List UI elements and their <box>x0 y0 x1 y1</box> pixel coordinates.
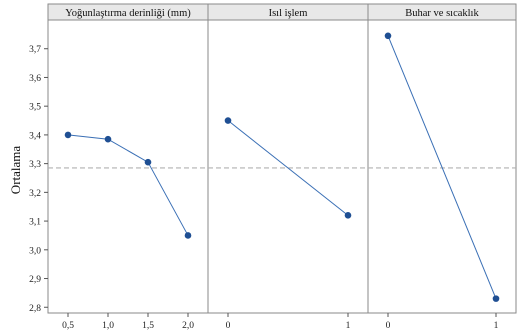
data-point <box>104 135 112 143</box>
chart-panels: Yoğunlaştırma derinliği (mm) 0,5 1,0 1,5 2,0… <box>62 8 500 331</box>
y-tick-label: 3,4 <box>29 131 41 141</box>
panel-title: Buhar ve sıcaklık <box>405 8 479 19</box>
series-line <box>67 134 189 236</box>
data-point <box>492 295 500 302</box>
panel-title: Yoğunlaştırma derinliği (mm) <box>65 8 191 19</box>
y-tick-label: 3,6 <box>29 74 41 84</box>
series-line <box>387 35 497 299</box>
y-tick-label: 2,8 <box>29 304 41 314</box>
panel-3: Buhar ve sıcaklık 0 1 <box>384 8 500 331</box>
y-tick-label: 2,9 <box>29 275 41 285</box>
series-line <box>227 120 349 216</box>
y-tick-label: 3,5 <box>29 103 41 113</box>
y-tick-label: 3,2 <box>29 189 41 199</box>
data-point <box>344 212 352 219</box>
panel-2: Isıl işlem 0 1 <box>224 8 352 331</box>
y-tick-label: 3,0 <box>29 246 41 256</box>
y-tick-label: 3,7 <box>29 45 41 55</box>
x-tick-label: 0 <box>226 321 231 331</box>
x-tick-label: 0 <box>386 321 391 331</box>
plot-area-border <box>47 19 517 314</box>
data-point <box>384 32 392 40</box>
x-tick-label: 2,0 <box>182 321 194 331</box>
data-point <box>184 232 192 239</box>
x-tick-label: 1,0 <box>102 321 114 331</box>
y-tick-label: 3,3 <box>29 160 41 170</box>
data-point <box>64 131 72 139</box>
x-tick-label: 1 <box>346 321 351 331</box>
data-point <box>224 117 232 124</box>
panel-1: Yoğunlaştırma derinliği (mm) 0,5 1,0 1,5 2,0 <box>62 8 194 331</box>
x-tick-label: 1 <box>494 321 499 331</box>
panel-title: Isıl işlem <box>269 8 308 19</box>
x-tick-label: 0,5 <box>62 321 74 331</box>
y-axis-label: Ortalama <box>8 146 23 195</box>
plot-frame <box>47 3 517 314</box>
y-tick-label: 3,1 <box>29 218 41 228</box>
x-tick-label: 1,5 <box>142 321 154 331</box>
data-point <box>144 158 152 166</box>
y-axis: 3,7 3,6 3,5 3,4 3,3 3,2 3,1 3,0 2,9 2,8 <box>29 45 48 314</box>
